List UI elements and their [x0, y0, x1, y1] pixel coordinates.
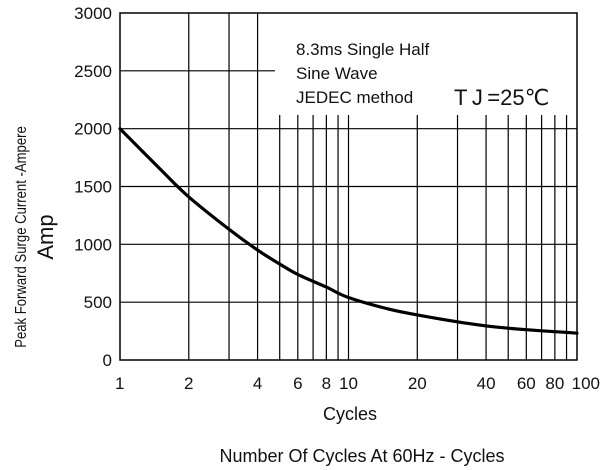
y-tick-label: 3000 [74, 4, 112, 23]
x-tick-label: 2 [184, 374, 193, 393]
series-line [118, 127, 579, 335]
y-tick-label: 0 [103, 351, 112, 370]
y-tick-labels: 0 500 1000 1500 2000 2500 3000 [74, 4, 112, 370]
grid-lines [120, 13, 577, 360]
y-tick-label: 1000 [74, 235, 112, 254]
y-axis-title: Peak Forward Surge Current -Ampere [13, 126, 30, 348]
x-tick-label: 20 [408, 374, 427, 393]
chart-footer: Number Of Cycles At 60Hz - Cycles [219, 446, 504, 466]
annotation-temperature: T J =25℃ [454, 85, 549, 110]
x-tick-label: 100 [572, 374, 600, 393]
annotation-line-1: 8.3ms Single Half [296, 40, 430, 59]
annotation-line-3: JEDEC method [296, 88, 413, 107]
y-tick-label: 2000 [74, 120, 112, 139]
plot-frame [119, 12, 578, 361]
y-tick-label: 500 [84, 293, 112, 312]
x-tick-label: 80 [545, 374, 564, 393]
x-tick-label: 60 [517, 374, 536, 393]
x-tick-label: 8 [322, 374, 331, 393]
x-tick-label: 1 [115, 374, 124, 393]
x-tick-label: 6 [293, 374, 302, 393]
x-tick-label: 10 [339, 374, 358, 393]
x-tick-label: 40 [477, 374, 496, 393]
x-tick-label: 4 [253, 374, 262, 393]
y-axis-unit: Amp [33, 214, 58, 259]
y-tick-label: 1500 [74, 178, 112, 197]
annotation-line-2: Sine Wave [296, 64, 378, 83]
y-tick-label: 2500 [74, 62, 112, 81]
x-axis-title: Cycles [323, 404, 377, 424]
x-tick-labels: 1 2 4 6 8 10 20 40 60 80 100 [115, 374, 600, 393]
